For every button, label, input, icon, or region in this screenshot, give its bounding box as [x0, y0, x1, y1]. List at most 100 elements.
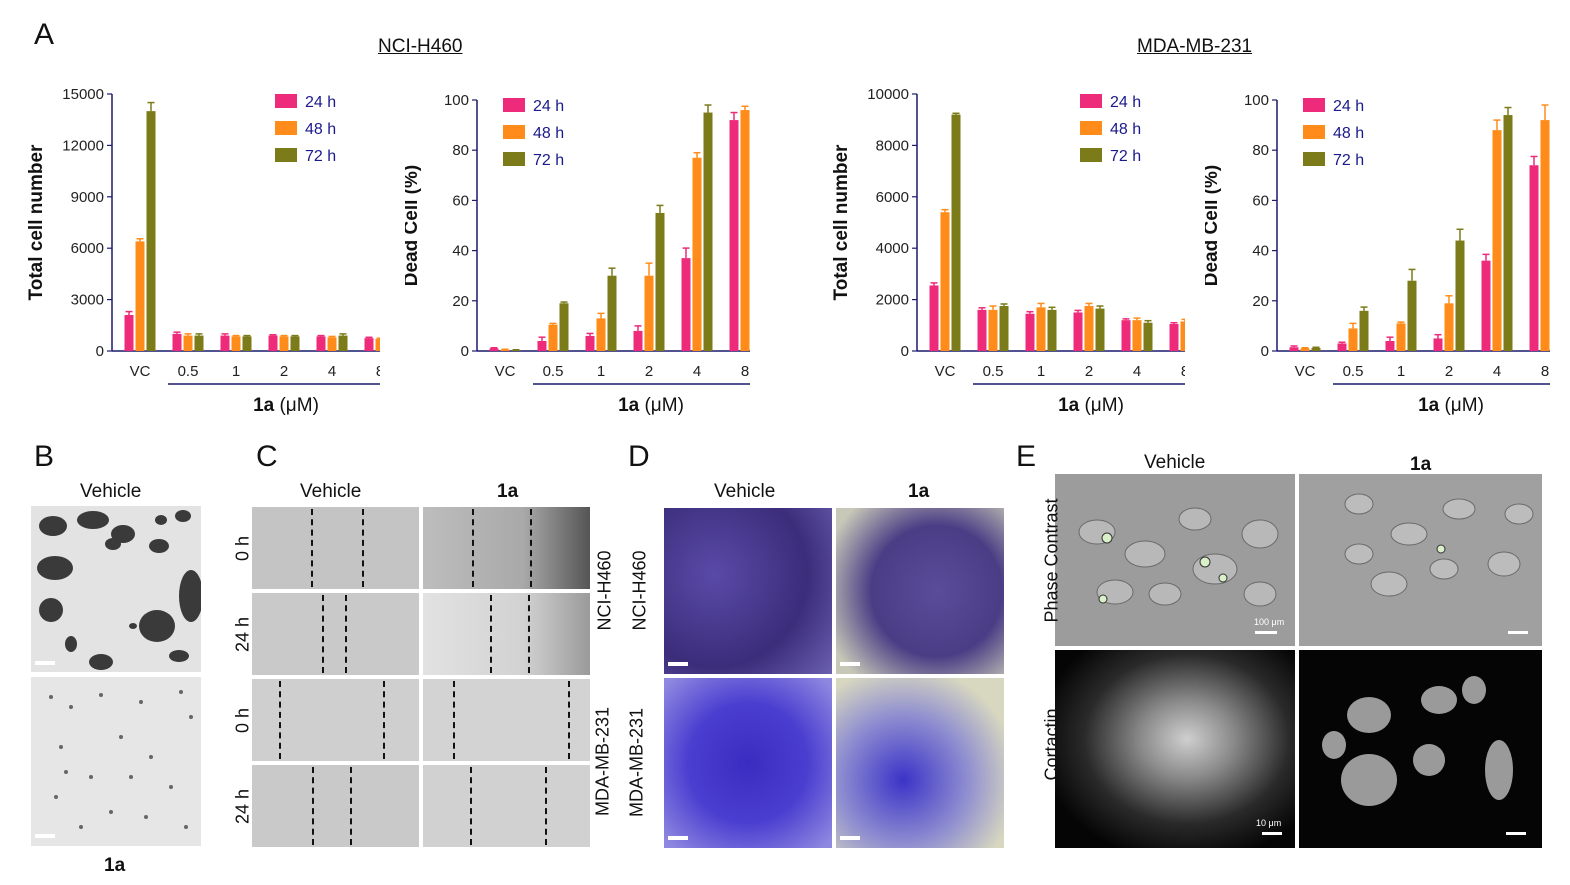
- x-tick-label: 8: [1541, 363, 1549, 380]
- bar: [692, 157, 702, 351]
- c-h460-vehicle-0h: [252, 507, 419, 589]
- c-row-0h: 0 h: [232, 535, 253, 562]
- c-1a-label: 1a: [497, 481, 519, 502]
- d-1a-label: 1a: [908, 481, 930, 502]
- c-h460-1a-0h: [423, 507, 590, 589]
- panel-label-e: E: [1016, 440, 1037, 473]
- x-axis-label: 1a (μM): [1418, 395, 1484, 416]
- x-tick-label: 0.5: [178, 363, 199, 380]
- e-scale-100um: 100 μm: [1254, 617, 1285, 627]
- x-tick-label: 4: [693, 363, 701, 380]
- bar: [1433, 338, 1443, 351]
- x-axis-label: 1a (μM): [618, 395, 684, 416]
- bar: [999, 306, 1009, 351]
- legend-swatch: [275, 121, 297, 135]
- bar: [607, 275, 617, 351]
- d-mda-vehicle: [664, 678, 832, 848]
- x-tick-label: VC: [130, 363, 151, 380]
- d-mda-1a: [836, 678, 1004, 848]
- scale-bar: [1262, 832, 1282, 835]
- bar: [511, 350, 521, 351]
- scale-bar: [840, 836, 860, 840]
- y-tick-label: 40: [452, 243, 469, 260]
- y-tick-label: 100: [444, 92, 469, 109]
- bar: [940, 212, 950, 351]
- bar: [977, 309, 987, 351]
- legend-swatch: [275, 148, 297, 162]
- y-tick-label: 0: [96, 343, 104, 360]
- b-vehicle-label: Vehicle: [80, 481, 142, 502]
- d-line-nci-h460: NCI-H460: [629, 550, 650, 631]
- bar: [729, 120, 739, 351]
- y-tick-label: 6000: [71, 240, 104, 257]
- e-row-phase-contrast: Phase Contrast: [1041, 498, 1062, 623]
- e-cortactin-1a: [1299, 650, 1542, 848]
- c-wound-edge: [545, 767, 547, 845]
- d-h460-1a: [836, 508, 1004, 674]
- b-vehicle-image: [31, 506, 201, 672]
- y-tick-label: 12000: [62, 137, 104, 154]
- c-mda-vehicle-24h: [252, 765, 419, 847]
- c-line-nci-h460: NCI-H460: [594, 550, 615, 631]
- bar: [1492, 130, 1502, 351]
- c-wound-edge: [530, 509, 532, 587]
- c-wound-edge: [362, 509, 364, 587]
- y-axis-label: Total cell number: [831, 144, 852, 301]
- c-row-24h: 24 h: [232, 788, 253, 825]
- c-h460-1a-24h: [423, 593, 590, 675]
- bar: [146, 111, 156, 351]
- y-tick-label: 0: [461, 343, 469, 360]
- x-tick-label: 4: [328, 363, 336, 380]
- b-1a-label: 1a: [104, 855, 126, 876]
- legend-label: 24 h: [1110, 94, 1141, 111]
- c-wound-edge: [470, 767, 472, 845]
- legend-label: 24 h: [533, 98, 564, 115]
- x-tick-label: VC: [495, 363, 516, 380]
- c-row-0h: 0 h: [232, 707, 253, 734]
- legend-swatch: [503, 152, 525, 166]
- bar: [655, 212, 665, 351]
- x-tick-label: VC: [1295, 363, 1316, 380]
- legend-swatch: [1303, 152, 1325, 166]
- c-wound-edge: [350, 767, 352, 845]
- bar: [1025, 313, 1035, 351]
- legend-swatch: [1303, 98, 1325, 112]
- e-cortactin-vehicle: [1055, 650, 1295, 848]
- c-h460-vehicle-24h: [252, 593, 419, 675]
- e-scale-10um: 10 μm: [1256, 818, 1282, 828]
- bar: [559, 303, 569, 351]
- bar: [183, 335, 193, 351]
- title-mda-mb-231: MDA-MB-231: [1137, 36, 1253, 57]
- bar: [172, 333, 182, 351]
- bar: [1396, 323, 1406, 351]
- legend-label: 48 h: [1333, 125, 1364, 142]
- e-phase-1a: [1299, 474, 1542, 646]
- bar: [1036, 307, 1046, 351]
- bar: [1073, 312, 1083, 351]
- x-tick-label: 2: [645, 363, 653, 380]
- legend-swatch: [1080, 148, 1102, 162]
- c-wound-edge: [279, 681, 281, 759]
- title-nci-h460: NCI-H460: [378, 36, 463, 57]
- d-h460-vehicle: [664, 508, 832, 674]
- scale-bar: [668, 662, 688, 666]
- y-tick-label: 9000: [71, 189, 104, 206]
- legend-label: 48 h: [1110, 121, 1141, 138]
- panel-label-c: C: [256, 440, 278, 473]
- x-tick-label: 8: [741, 363, 749, 380]
- legend-swatch: [503, 98, 525, 112]
- y-tick-label: 3000: [71, 292, 104, 309]
- bar: [1300, 348, 1310, 351]
- bar: [220, 335, 230, 351]
- bar: [1529, 165, 1539, 351]
- x-axis-label: 1a (μM): [1058, 395, 1124, 416]
- bar: [1169, 324, 1179, 351]
- y-tick-label: 40: [1252, 243, 1269, 260]
- bar: [633, 330, 643, 351]
- legend-label: 24 h: [1333, 98, 1364, 115]
- y-tick-label: 10000: [867, 86, 909, 103]
- c-row-24h: 24 h: [232, 616, 253, 653]
- y-tick-label: 80: [1252, 142, 1269, 159]
- bar: [290, 336, 300, 351]
- x-tick-label: 0.5: [543, 363, 564, 380]
